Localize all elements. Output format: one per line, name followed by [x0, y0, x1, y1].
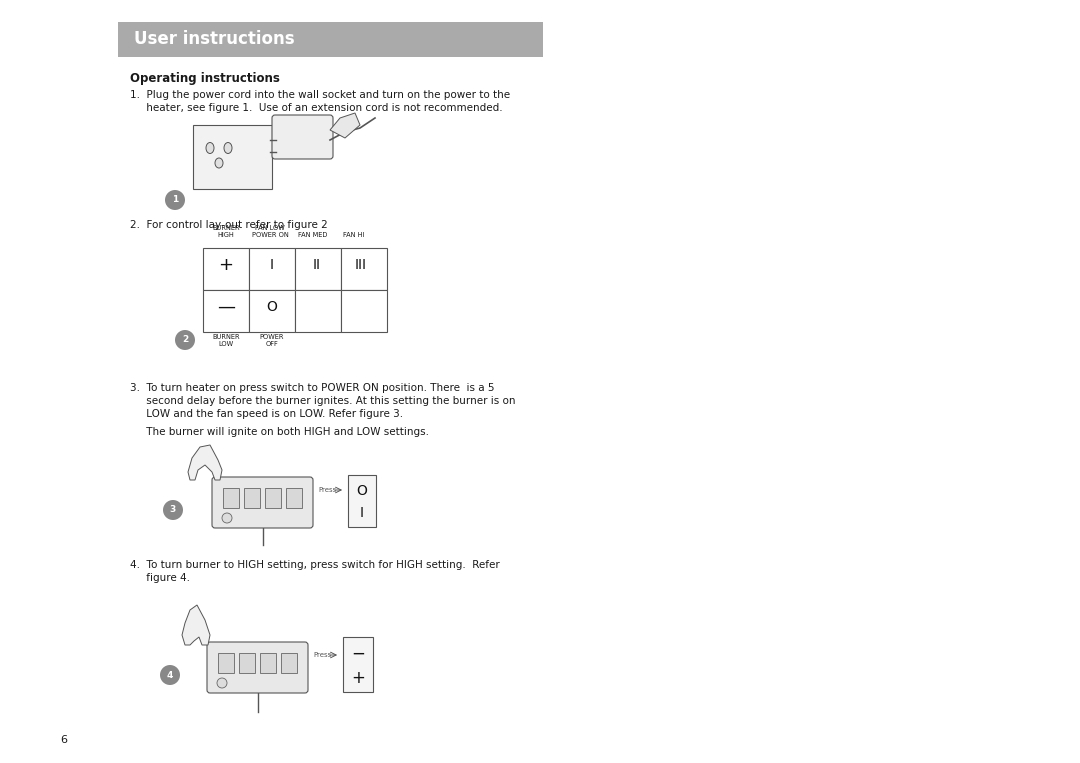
Bar: [239, 653, 255, 673]
Text: 1.  Plug the power cord into the wall socket and turn on the power to the: 1. Plug the power cord into the wall soc…: [130, 90, 510, 100]
FancyBboxPatch shape: [207, 642, 308, 693]
Circle shape: [175, 330, 195, 350]
Text: BURNER
LOW: BURNER LOW: [212, 334, 240, 347]
Text: I: I: [360, 506, 364, 520]
Bar: [118, 22, 543, 57]
Text: User instructions: User instructions: [134, 31, 295, 49]
Polygon shape: [330, 113, 360, 138]
Bar: [203, 290, 249, 332]
Bar: [249, 248, 295, 290]
Circle shape: [165, 190, 185, 210]
Bar: [286, 488, 302, 508]
Text: −: −: [351, 645, 365, 663]
Text: heater, see figure 1.  Use of an extension cord is not recommended.: heater, see figure 1. Use of an extensio…: [130, 103, 502, 113]
Text: The burner will ignite on both HIGH and LOW settings.: The burner will ignite on both HIGH and …: [130, 427, 429, 437]
Text: —: —: [217, 298, 235, 316]
Bar: [203, 248, 249, 290]
Text: FAN HI: FAN HI: [343, 232, 365, 238]
Bar: [249, 290, 295, 332]
FancyBboxPatch shape: [212, 477, 313, 528]
Polygon shape: [183, 605, 210, 645]
Text: 1: 1: [172, 195, 178, 204]
Text: O: O: [267, 300, 278, 314]
Bar: [244, 488, 260, 508]
Bar: [265, 488, 281, 508]
Bar: [222, 488, 239, 508]
Text: POWER
OFF: POWER OFF: [260, 334, 284, 347]
Bar: [260, 653, 276, 673]
Text: 4: 4: [166, 671, 173, 680]
Ellipse shape: [224, 143, 232, 153]
Bar: [295, 290, 341, 332]
Text: O: O: [356, 484, 367, 498]
Text: 4.  To turn burner to HIGH setting, press switch for HIGH setting.  Refer: 4. To turn burner to HIGH setting, press…: [130, 560, 500, 570]
Bar: [343, 637, 373, 692]
Text: BURNER
HIGH: BURNER HIGH: [212, 225, 240, 238]
Text: 3.  To turn heater on press switch to POWER ON position. There  is a 5: 3. To turn heater on press switch to POW…: [130, 383, 495, 393]
Text: 2: 2: [181, 336, 188, 345]
Ellipse shape: [206, 143, 214, 153]
Ellipse shape: [215, 158, 222, 168]
Text: figure 4.: figure 4.: [130, 573, 190, 583]
Text: 6: 6: [60, 735, 67, 745]
Text: LOW and the fan speed is on LOW. Refer figure 3.: LOW and the fan speed is on LOW. Refer f…: [130, 409, 403, 419]
Text: I: I: [270, 258, 274, 272]
Text: Press: Press: [313, 652, 332, 658]
Text: second delay before the burner ignites. At this setting the burner is on: second delay before the burner ignites. …: [130, 396, 515, 406]
FancyBboxPatch shape: [272, 115, 333, 159]
Polygon shape: [188, 445, 222, 480]
Bar: [218, 653, 234, 673]
Circle shape: [163, 500, 183, 520]
Circle shape: [217, 678, 227, 688]
Text: III: III: [355, 258, 367, 272]
Bar: [341, 248, 387, 290]
Text: FAN MED: FAN MED: [298, 232, 327, 238]
Bar: [281, 653, 297, 673]
Text: +: +: [351, 669, 365, 687]
Text: 3: 3: [170, 506, 176, 514]
Text: Operating instructions: Operating instructions: [130, 72, 280, 85]
Bar: [348, 475, 376, 527]
Circle shape: [160, 665, 180, 685]
Text: FAN LOW
POWER ON: FAN LOW POWER ON: [252, 225, 288, 238]
Text: +: +: [218, 256, 233, 274]
FancyBboxPatch shape: [193, 125, 272, 189]
Text: 2.  For control lay-out refer to figure 2: 2. For control lay-out refer to figure 2: [130, 220, 327, 230]
Text: II: II: [313, 258, 321, 272]
Circle shape: [222, 513, 232, 523]
Bar: [341, 290, 387, 332]
Bar: [295, 248, 341, 290]
Text: Press: Press: [318, 487, 336, 493]
